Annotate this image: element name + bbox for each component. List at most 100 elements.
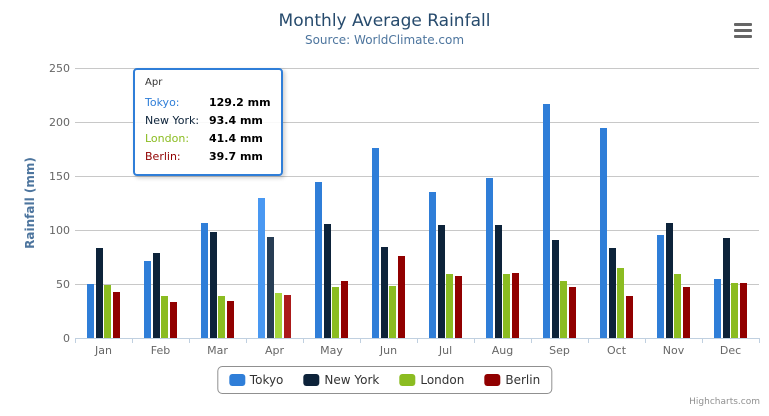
- tooltip-series-name: London:: [145, 132, 190, 145]
- bar-london-nov[interactable]: [674, 273, 682, 338]
- bar-tokyo-nov[interactable]: [657, 234, 665, 338]
- bar-new-york-jul[interactable]: [437, 224, 445, 338]
- tooltip-row: Tokyo: 129.2 mm: [145, 94, 271, 112]
- x-axis-category-label: Dec: [719, 344, 742, 357]
- legend-label: New York: [324, 373, 380, 387]
- tooltip-series-name: Berlin:: [145, 150, 181, 163]
- bar-berlin-mar[interactable]: [226, 300, 234, 338]
- x-axis-category-label: Jun: [379, 344, 398, 357]
- legend-symbol: [399, 374, 416, 386]
- legend-label: Berlin: [505, 373, 541, 387]
- bar-london-jan[interactable]: [104, 285, 112, 338]
- bar-london-oct[interactable]: [617, 267, 625, 338]
- bar-berlin-jun[interactable]: [397, 256, 405, 338]
- x-axis-category-label: Jan: [95, 344, 112, 357]
- chart-title: Monthly Average Rainfall: [278, 11, 491, 31]
- x-axis-category-label: Nov: [662, 344, 685, 357]
- tooltip-series-value: 39.7 mm: [209, 150, 263, 163]
- bar-tokyo-apr[interactable]: [258, 198, 266, 338]
- x-axis-tickmark: [189, 338, 190, 343]
- bar-tokyo-mar[interactable]: [201, 223, 209, 338]
- bar-new-york-jun[interactable]: [380, 246, 388, 338]
- bar-berlin-dec[interactable]: [739, 282, 747, 338]
- bar-new-york-dec[interactable]: [722, 238, 730, 338]
- bar-london-jul[interactable]: [446, 274, 454, 338]
- bar-berlin-aug[interactable]: [511, 272, 519, 338]
- bar-london-sep[interactable]: [560, 281, 568, 338]
- legend-item-new-york[interactable]: New York: [303, 373, 379, 387]
- x-axis-category-label: Apr: [264, 344, 285, 357]
- tooltip-series-value: 129.2 mm: [209, 96, 271, 109]
- gridline: [75, 68, 759, 69]
- bar-london-mar[interactable]: [218, 295, 226, 338]
- bar-london-jun[interactable]: [389, 285, 397, 338]
- bar-new-york-apr[interactable]: [266, 237, 274, 338]
- bar-london-dec[interactable]: [731, 282, 739, 338]
- bar-tokyo-feb[interactable]: [144, 260, 152, 338]
- bar-new-york-aug[interactable]: [494, 225, 502, 338]
- y-axis-tick-label: 200: [49, 116, 70, 129]
- legend-label: Tokyo: [249, 373, 284, 387]
- x-axis-tickmark: [702, 338, 703, 343]
- y-axis-tick-label: 150: [49, 170, 70, 183]
- bar-tokyo-dec[interactable]: [714, 279, 722, 338]
- bar-tokyo-sep[interactable]: [543, 104, 551, 338]
- bar-berlin-may[interactable]: [340, 281, 348, 338]
- bar-new-york-feb[interactable]: [152, 252, 160, 338]
- bar-new-york-mar[interactable]: [209, 231, 217, 338]
- bar-berlin-jan[interactable]: [112, 292, 120, 338]
- gridline: [75, 122, 759, 123]
- tooltip-row: New York: 93.4 mm: [145, 112, 271, 130]
- gridline: [75, 230, 759, 231]
- x-axis-category-label: Jul: [438, 344, 453, 357]
- legend-item-tokyo[interactable]: Tokyo: [228, 373, 284, 387]
- bar-berlin-feb[interactable]: [169, 302, 177, 338]
- x-axis-tickmark: [645, 338, 646, 343]
- y-axis-tick-label: 0: [63, 332, 70, 345]
- y-axis-tick-label: 250: [49, 62, 70, 75]
- bar-london-aug[interactable]: [503, 273, 511, 338]
- x-axis-tickmark: [417, 338, 418, 343]
- bar-tokyo-oct[interactable]: [600, 128, 608, 338]
- bar-new-york-jan[interactable]: [95, 247, 103, 338]
- bar-london-feb[interactable]: [161, 296, 169, 338]
- tooltip-series-value: 93.4 mm: [209, 114, 263, 127]
- x-axis-tickmark: [759, 338, 760, 343]
- legend-item-london[interactable]: London: [399, 373, 464, 387]
- bar-tokyo-jul[interactable]: [429, 191, 437, 338]
- bar-tokyo-may[interactable]: [315, 182, 323, 338]
- bar-berlin-sep[interactable]: [568, 286, 576, 338]
- x-axis-tickmark: [588, 338, 589, 343]
- bar-berlin-oct[interactable]: [625, 295, 633, 338]
- gridline: [75, 284, 759, 285]
- x-axis-category-label: Mar: [207, 344, 228, 357]
- x-axis-category-label: Sep: [549, 344, 570, 357]
- x-axis-category-label: May: [320, 344, 343, 357]
- legend-symbol: [228, 374, 245, 386]
- bar-london-may[interactable]: [332, 287, 340, 338]
- x-axis-tickmark: [474, 338, 475, 343]
- bar-new-york-oct[interactable]: [608, 247, 616, 338]
- bar-berlin-nov[interactable]: [682, 287, 690, 338]
- tooltip-row: Berlin: 39.7 mm: [145, 148, 271, 166]
- bar-tokyo-aug[interactable]: [486, 177, 494, 338]
- context-menu-button[interactable]: [732, 18, 754, 38]
- bar-new-york-sep[interactable]: [551, 239, 559, 338]
- bar-london-apr[interactable]: [275, 293, 283, 338]
- highcharts-credits-link[interactable]: Highcharts.com: [689, 397, 760, 407]
- legend-item-berlin[interactable]: Berlin: [484, 373, 540, 387]
- legend-symbol: [303, 374, 320, 386]
- legend-label: London: [420, 373, 465, 387]
- x-axis-category-label: Oct: [606, 344, 627, 357]
- bar-new-york-may[interactable]: [323, 223, 331, 338]
- bar-tokyo-jan[interactable]: [87, 284, 95, 338]
- tooltip: Apr Tokyo: 129.2 mm New York: 93.4 mm London…: [133, 68, 283, 176]
- tooltip-series-name: New York:: [145, 114, 200, 127]
- bar-tokyo-jun[interactable]: [372, 147, 380, 338]
- bar-berlin-jul[interactable]: [454, 276, 462, 338]
- bar-new-york-nov[interactable]: [665, 222, 673, 338]
- y-axis-tick-label: 50: [56, 278, 70, 291]
- bar-berlin-apr[interactable]: [283, 295, 291, 338]
- x-axis-tickmark: [531, 338, 532, 343]
- chart-subtitle: Source: WorldClimate.com: [304, 33, 465, 47]
